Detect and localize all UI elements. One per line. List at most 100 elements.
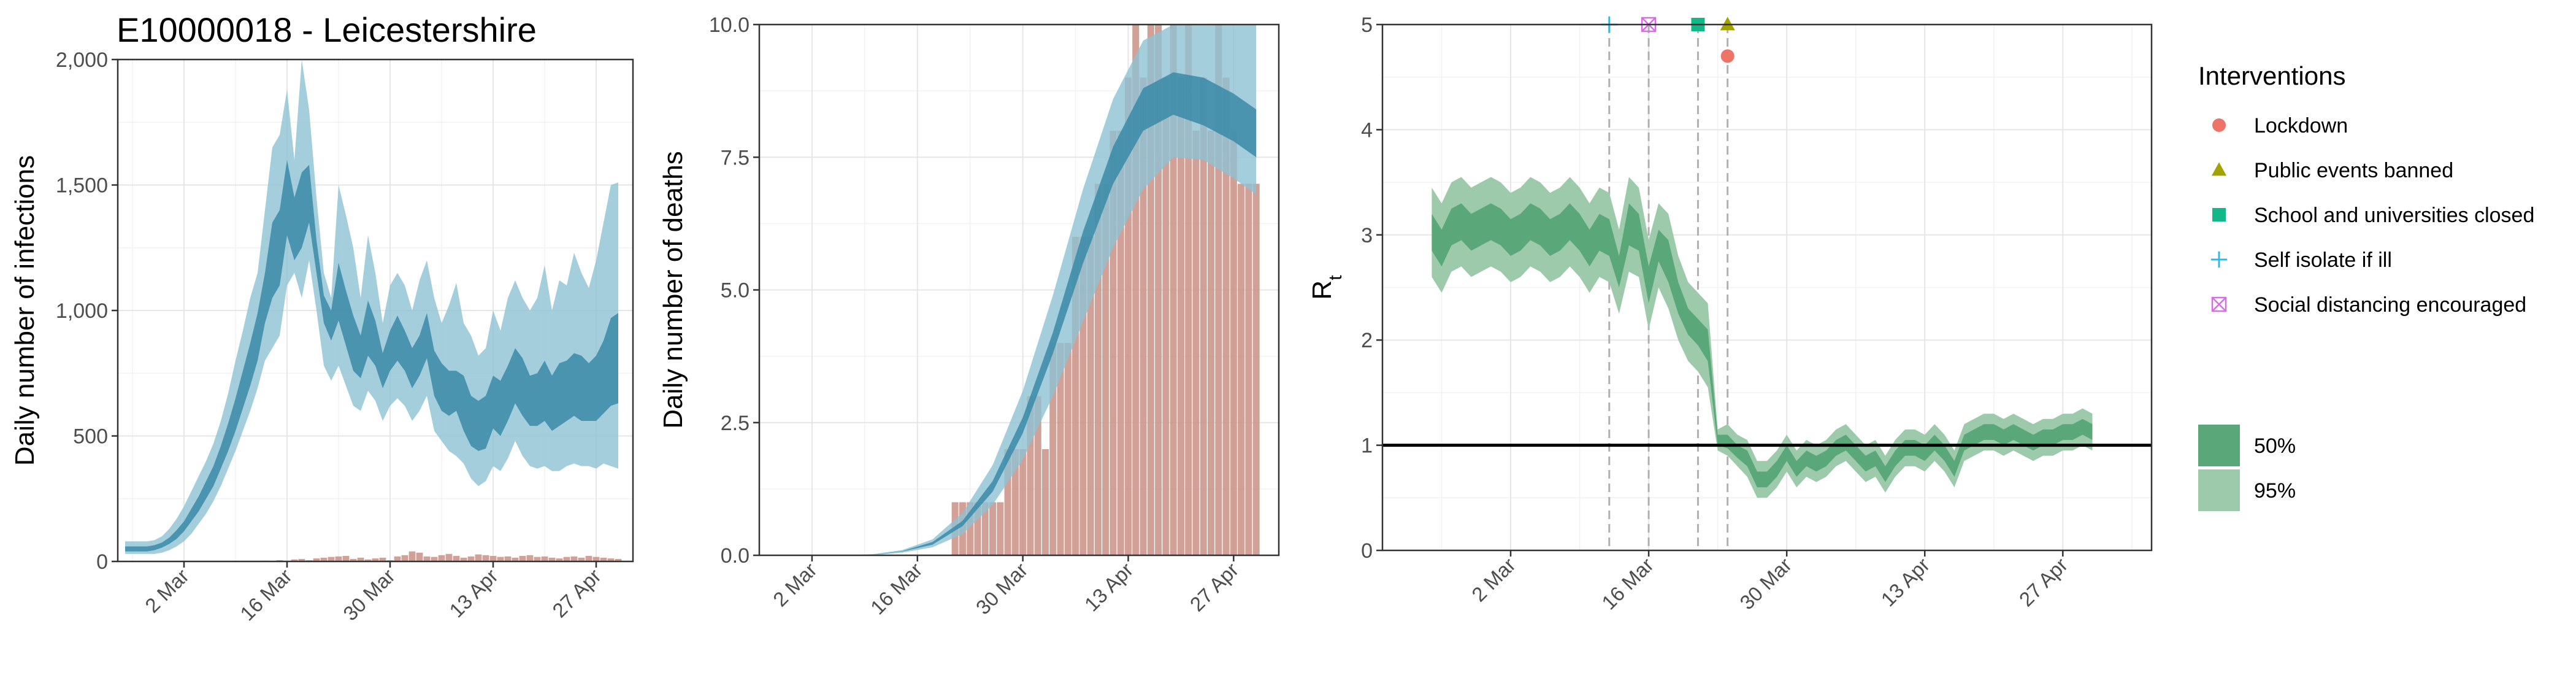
x-tick-label: 2 Mar — [1467, 553, 1520, 606]
bar — [1252, 183, 1260, 555]
x-tick-label: 13 Apr — [1877, 553, 1934, 611]
bar — [1238, 183, 1245, 555]
bar — [423, 556, 431, 561]
bar — [526, 555, 534, 561]
bar — [1215, 25, 1222, 555]
y-axis-label-subscript: t — [1325, 275, 1346, 280]
bar — [563, 557, 570, 561]
y-tick-label: 0.0 — [721, 544, 749, 568]
bar — [1200, 77, 1207, 555]
legend-key-icon — [2210, 251, 2228, 268]
y-tick-label: 0 — [96, 550, 108, 574]
y-tick-label: 1,500 — [56, 174, 108, 198]
bar — [416, 552, 423, 561]
legend-title: Interventions — [2198, 61, 2345, 90]
bar — [1004, 449, 1011, 555]
bar — [1019, 449, 1027, 555]
legend-item-label: Social distancing encouraged — [2254, 293, 2526, 317]
bar — [1230, 131, 1237, 555]
legend-key-icon-d2 — [2212, 297, 2226, 312]
bar — [1124, 77, 1132, 555]
y-tick-label: 2.5 — [721, 412, 749, 435]
chart-title: E10000018 - Leicestershire — [117, 10, 537, 49]
x-tick-label: 13 Apr — [445, 565, 502, 622]
bar — [489, 556, 497, 561]
x-tick-label: 2 Mar — [769, 558, 821, 611]
bar — [1027, 396, 1034, 555]
legend-key-icon — [2212, 208, 2226, 222]
bar — [504, 556, 512, 561]
x-tick-label: 27 Apr — [1186, 558, 1243, 616]
bar — [313, 558, 320, 561]
y-tick-label: 0 — [1361, 539, 1373, 563]
band-95 — [811, 25, 1257, 555]
x-tick-label: 30 Mar — [972, 558, 1032, 619]
bar — [1041, 449, 1049, 555]
bar — [350, 558, 357, 561]
bar — [1102, 183, 1110, 555]
legend-key-icon — [2211, 162, 2227, 176]
y-tick-label: 7.5 — [721, 146, 749, 169]
x-tick-label: 16 Mar — [1597, 553, 1658, 614]
bar — [364, 559, 372, 561]
bar — [1147, 25, 1154, 555]
bar — [379, 557, 386, 561]
x-tick-label: 30 Mar — [339, 565, 399, 625]
plot-border — [1381, 23, 2153, 552]
bar — [291, 559, 298, 561]
bar — [372, 558, 379, 561]
bar — [1064, 343, 1071, 555]
interval-key-label: 95% — [2254, 479, 2296, 503]
legend-item-label: Lockdown — [2254, 114, 2348, 137]
band-95 — [1432, 177, 2093, 498]
bar — [453, 556, 460, 561]
bar — [320, 557, 328, 561]
legend-item-label: School and universities closed — [2254, 204, 2534, 227]
y-tick-label: 4 — [1361, 118, 1373, 142]
bar — [1011, 449, 1019, 555]
bar — [1177, 77, 1184, 555]
bar — [335, 556, 342, 561]
y-tick-label: 500 — [73, 425, 108, 449]
x-tick-label: 2 Mar — [140, 565, 193, 617]
bar — [997, 502, 1004, 555]
bar — [1192, 131, 1200, 555]
legend-key-icon — [2212, 118, 2226, 132]
bar — [1170, 25, 1177, 555]
x-tick-label: 16 Mar — [866, 558, 927, 619]
bar — [989, 502, 997, 555]
bar — [981, 502, 989, 555]
bar — [1207, 131, 1215, 555]
bar — [328, 557, 335, 561]
panel-1: 0 500 1,000 1,500 2,000 2 Mar 16 Mar 30 Mar 13 A… — [10, 48, 634, 625]
y-tick-label: 1 — [1361, 434, 1373, 458]
bar — [1155, 25, 1162, 555]
band-50 — [811, 72, 1257, 555]
bar — [1245, 183, 1252, 555]
legend-key-icon-box — [2211, 296, 2227, 312]
bar — [460, 557, 467, 561]
bar — [467, 556, 475, 561]
bar — [1079, 237, 1087, 555]
bar — [497, 557, 504, 561]
bar — [298, 558, 305, 561]
y-tick-label: 2,000 — [56, 48, 108, 72]
bar — [1162, 77, 1170, 555]
bar — [431, 557, 438, 561]
bar — [1185, 25, 1192, 555]
y-tick-label: 5 — [1361, 13, 1373, 37]
intervention-marker — [1720, 17, 1735, 31]
bar — [342, 556, 350, 561]
bar — [967, 502, 974, 555]
bar — [1132, 25, 1140, 555]
bar — [445, 553, 453, 561]
bar — [357, 557, 364, 561]
legend-item-label: Self isolate if ill — [2254, 249, 2392, 272]
bar — [541, 556, 548, 561]
bar — [475, 554, 482, 561]
bar — [1087, 237, 1094, 555]
bar — [408, 551, 416, 561]
bar — [1110, 131, 1117, 555]
interval-key-swatch — [2198, 425, 2240, 466]
